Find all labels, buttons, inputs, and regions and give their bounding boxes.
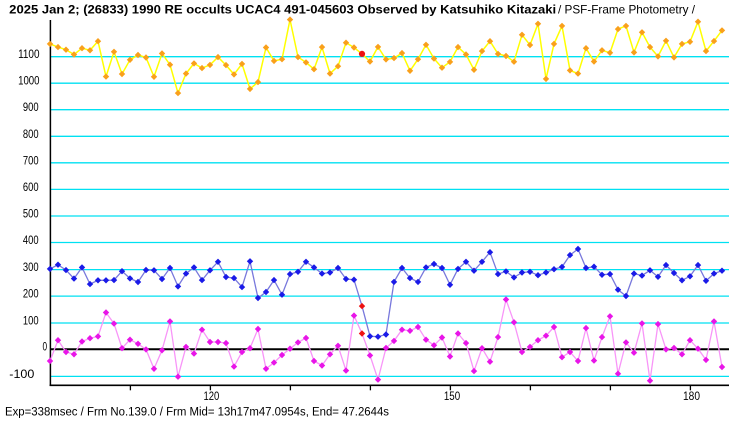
svg-text:200: 200 <box>23 287 39 301</box>
svg-text:500: 500 <box>23 207 39 221</box>
svg-text:800: 800 <box>23 127 39 141</box>
svg-text:-100: -100 <box>9 367 34 381</box>
svg-text:180: 180 <box>683 389 700 403</box>
svg-text:400: 400 <box>23 233 39 247</box>
svg-text:600: 600 <box>23 180 39 194</box>
svg-text:/ PSF-Frame Photometry /: / PSF-Frame Photometry / <box>558 3 696 16</box>
svg-text:150: 150 <box>444 389 460 403</box>
svg-text:1100: 1100 <box>18 47 40 61</box>
svg-text:120: 120 <box>204 389 220 403</box>
svg-text:700: 700 <box>23 153 39 167</box>
svg-text:0: 0 <box>43 340 48 354</box>
svg-text:300: 300 <box>23 260 39 274</box>
svg-text:1000: 1000 <box>18 74 40 88</box>
svg-text:100: 100 <box>23 314 39 328</box>
svg-text:2025 Jan 2; (26833) 1990 RE oc: 2025 Jan 2; (26833) 1990 RE occults UCAC… <box>9 3 556 17</box>
svg-text:900: 900 <box>23 100 39 114</box>
svg-text:Exp=338msec / Frm No.139.0 / F: Exp=338msec / Frm No.139.0 / Frm Mid= 13… <box>5 405 389 419</box>
